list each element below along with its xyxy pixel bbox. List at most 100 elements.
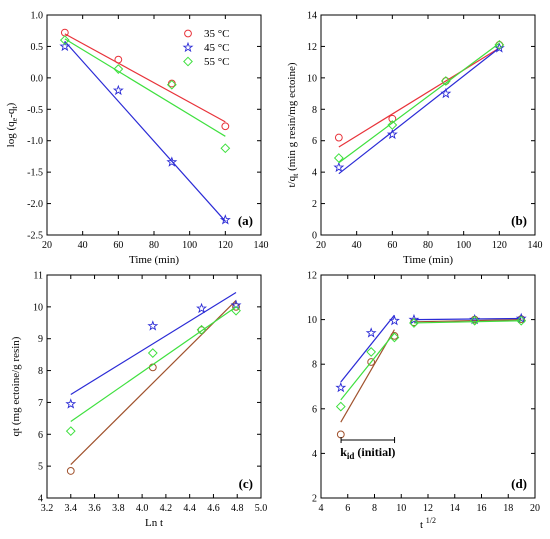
- data-point: [219, 214, 231, 225]
- data-point: [221, 122, 230, 131]
- legend-label: 55 °C: [204, 56, 230, 68]
- data-point: [196, 324, 207, 335]
- data-point: [367, 358, 376, 366]
- fit-line: [338, 42, 500, 164]
- data-point: [390, 331, 399, 340]
- series-2: [65, 305, 241, 437]
- fit-line: [70, 300, 237, 465]
- y-tick-label: -2.0: [27, 199, 43, 210]
- x-tick-label: 4.0: [136, 503, 149, 514]
- panel-label: (b): [511, 213, 527, 228]
- data-point: [408, 313, 420, 325]
- panel-label: (d): [511, 476, 527, 491]
- y-tick-label: 12: [307, 42, 317, 53]
- fit-line: [338, 47, 500, 175]
- x-tick-label: 18: [503, 503, 513, 514]
- y-tick-label: 4: [312, 168, 317, 179]
- y-tick-label: 1.0: [31, 11, 44, 22]
- y-tick-label: -0.5: [27, 105, 43, 116]
- panel-c: 3.2 3.4 3.6 3.8 4.0 4.2 4.4 4.6 4.8 5.0 4 5 6 7 8 9 10 11…: [10, 271, 267, 530]
- y-axis-label: log (qe-qt): [5, 102, 19, 147]
- x-tick-label: 20: [316, 240, 326, 251]
- x-tick-label: 20: [530, 503, 540, 514]
- data-point: [469, 315, 480, 326]
- y-tick-label: 8: [312, 360, 317, 371]
- fit-line: [64, 38, 226, 137]
- x-tick-label: 6: [345, 503, 350, 514]
- y-tick-label: 6: [312, 404, 317, 415]
- x-tick-label: 100: [456, 240, 471, 251]
- data-point: [112, 84, 124, 96]
- x-tick-label: 3.2: [41, 503, 54, 514]
- x-tick-label: 4: [319, 503, 324, 514]
- data-point: [220, 143, 231, 154]
- y-tick-label: 4: [312, 449, 317, 460]
- data-point: [166, 156, 178, 167]
- data-point: [232, 302, 240, 311]
- y-tick-label: 12: [307, 271, 317, 282]
- x-tick-label: 100: [182, 240, 197, 251]
- series-1: [59, 40, 231, 225]
- y-tick-label: 10: [33, 302, 43, 313]
- y-tick-label: 7: [38, 398, 43, 409]
- plateau-line: [413, 320, 522, 324]
- kid-label: kid (initial): [340, 445, 395, 461]
- x-tick-label: 20: [42, 240, 52, 251]
- legend-label: 35 °C: [204, 28, 230, 40]
- y-tick-label: 10: [307, 315, 317, 326]
- x-axis-label: Time (min): [129, 254, 179, 266]
- data-point: [196, 302, 208, 314]
- plot-frame: [320, 14, 536, 236]
- series-1: [65, 292, 242, 409]
- data-point: [65, 398, 77, 409]
- data-point: [388, 314, 400, 326]
- data-point: [334, 133, 343, 142]
- x-tick-label: 80: [423, 240, 433, 251]
- y-tick-label: 6: [312, 136, 317, 147]
- plateau-line: [413, 317, 522, 321]
- data-point: [231, 305, 241, 316]
- x-tick-label: 14: [450, 503, 460, 514]
- x-tick-label: 4.8: [231, 503, 244, 514]
- data-point: [409, 318, 419, 328]
- x-tick-label: 4.6: [207, 503, 220, 514]
- x-tick-label: 3.6: [88, 503, 101, 514]
- data-point: [66, 467, 75, 475]
- x-tick-label: 12: [423, 503, 433, 514]
- plateau-line: [413, 319, 522, 323]
- x-axis-label: t 1/2: [420, 516, 436, 531]
- legend-marker: [184, 29, 192, 38]
- fit-line: [64, 33, 226, 123]
- x-tick-label: 40: [352, 240, 362, 251]
- y-tick-label: 14: [307, 11, 317, 22]
- y-tick-label: 9: [38, 334, 43, 345]
- x-tick-label: 16: [477, 503, 487, 514]
- series-0: [66, 300, 240, 475]
- y-tick-label: 2: [312, 494, 317, 505]
- data-point: [333, 161, 345, 173]
- y-tick-label: 8: [312, 105, 317, 116]
- x-tick-label: 4.2: [160, 503, 173, 514]
- y-tick-label: 2: [312, 199, 317, 210]
- data-point: [517, 315, 526, 324]
- data-point: [333, 153, 344, 163]
- panel-a: 20 40 60 80 100 120 140 -2.5 -2.0 -1.5 -1.0 -0.5 0.0…: [5, 11, 269, 267]
- data-point: [59, 35, 70, 46]
- data-point: [65, 426, 76, 437]
- data-point: [365, 327, 377, 338]
- legend-marker: [182, 41, 194, 53]
- x-tick-label: 3.4: [65, 503, 78, 514]
- fit-line: [64, 41, 226, 222]
- fit-line: [340, 314, 395, 383]
- series-2: [335, 315, 527, 412]
- y-tick-label: 4: [38, 494, 43, 505]
- kid-annotation: kid (initial): [340, 437, 395, 461]
- data-point: [440, 87, 452, 99]
- series-1: [333, 42, 505, 175]
- x-axis-label: Ln t: [145, 517, 163, 529]
- fit-line: [70, 306, 237, 423]
- data-point: [515, 312, 527, 324]
- x-tick-label: 140: [528, 240, 543, 251]
- panel-label: (c): [239, 476, 253, 491]
